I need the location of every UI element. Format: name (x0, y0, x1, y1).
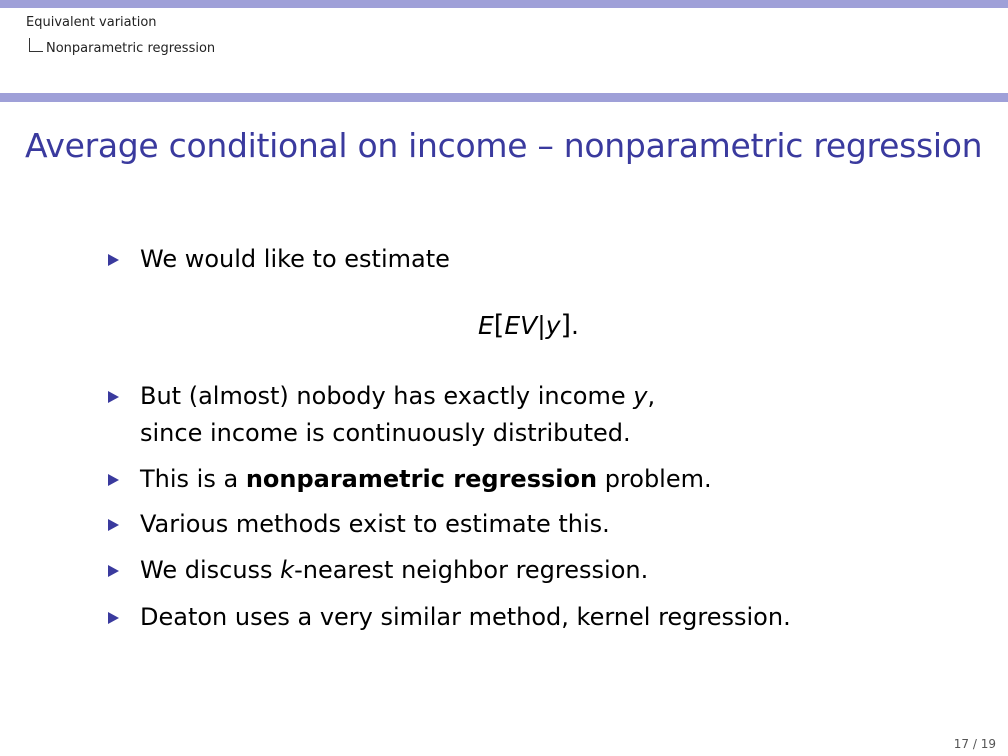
bullet-text-6: Deaton uses a very similar method, kerne… (140, 603, 791, 631)
bullet-text-5-pre: We discuss (140, 556, 281, 584)
bullet-text-3: This is a nonparametric regression probl… (140, 461, 712, 498)
bullet-text-3-bold: nonparametric regression (245, 465, 598, 493)
bullet-text-3-pre: This is a (140, 465, 246, 493)
bullet-text-5-post: -nearest neighbor regression. (294, 556, 649, 584)
bullet-triangle-icon (108, 565, 119, 577)
bullet-triangle-icon (108, 254, 119, 266)
bullet-triangle-icon (108, 474, 119, 486)
header-bottom-bar (0, 93, 1008, 102)
bullet-text-2-var: y (633, 382, 648, 410)
equation-ev: EV (504, 311, 538, 340)
bullet-text-1: We would like to estimate (140, 245, 450, 273)
equation-bar: | (537, 311, 546, 340)
bullet-text-3-post: problem. (597, 465, 712, 493)
equation-y: y (545, 311, 561, 340)
bullet-text-5: We discuss k-nearest neighbor regression… (140, 552, 648, 589)
bullet-text-2: But (almost) nobody has exactly income y… (140, 378, 655, 452)
tree-connector-icon (29, 38, 43, 52)
bullet-text-2-post: , (647, 382, 656, 410)
bullet-text-2-line2: since income is continuously distributed… (140, 419, 631, 447)
header-top-bar (0, 0, 1008, 8)
header-subsection: Nonparametric regression (29, 38, 215, 56)
slide-title: Average conditional on income – nonparam… (25, 126, 983, 165)
header-section-title: Equivalent variation (26, 15, 157, 30)
bullet-text-2-pre: But (almost) nobody has exactly income (140, 382, 634, 410)
equation-open-bracket: [ (493, 310, 505, 341)
bullet-text-5-var: k (280, 556, 295, 584)
header-subsection-title: Nonparametric regression (46, 41, 216, 56)
equation-close-bracket: ] (560, 310, 572, 341)
bullet-triangle-icon (108, 519, 119, 531)
bullet-triangle-icon (108, 612, 119, 624)
equation: E[EV|y]. (478, 310, 579, 341)
equation-e: E (478, 311, 494, 340)
bullet-text-4: Various methods exist to estimate this. (140, 510, 610, 538)
equation-period: . (571, 311, 579, 340)
page-number: 17 / 19 (953, 737, 996, 751)
bullet-triangle-icon (108, 391, 119, 403)
